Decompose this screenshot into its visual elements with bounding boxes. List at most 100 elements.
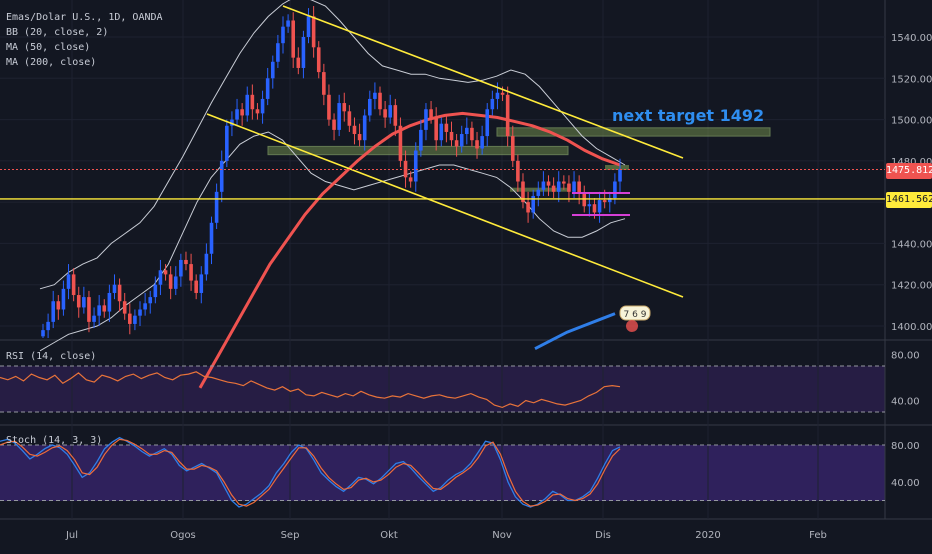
- ma50-line: [198, 111, 621, 389]
- candle-body: [592, 204, 597, 213]
- candle-body: [449, 131, 454, 141]
- candle-body: [102, 305, 107, 312]
- candle-body: [470, 127, 474, 141]
- candle-body: [311, 16, 316, 48]
- candle-body: [367, 98, 372, 116]
- candle-body: [459, 134, 464, 147]
- candle-body: [465, 127, 469, 135]
- rsi-line: [0, 371, 621, 409]
- candle-body: [306, 16, 311, 37]
- stoch-title[interactable]: Stoch (14, 3, 3): [6, 435, 103, 446]
- candle-body: [76, 295, 81, 308]
- candle-body: [61, 288, 66, 310]
- candle-body: [567, 183, 571, 192]
- candle-body: [383, 109, 387, 118]
- candle-body: [82, 297, 86, 308]
- candle-body: [316, 47, 321, 73]
- candle-body: [230, 119, 234, 126]
- stoch-band-fill: [0, 445, 885, 501]
- indicator-ma50[interactable]: MA (50, close): [6, 42, 91, 53]
- candle-body: [219, 160, 224, 192]
- candle-body: [327, 94, 331, 120]
- price-tick-label: 1400.000: [891, 322, 932, 333]
- candle-body: [87, 297, 91, 322]
- candle-body: [531, 195, 535, 213]
- candle-body: [209, 222, 214, 254]
- candle-body: [153, 284, 158, 298]
- candle-body: [373, 92, 377, 99]
- candle-body: [143, 303, 147, 310]
- candle-body: [194, 280, 198, 293]
- indicator-ma200[interactable]: MA (200, close): [6, 57, 97, 68]
- candle-body: [510, 136, 515, 161]
- candle-body: [419, 129, 423, 151]
- candle-body: [286, 20, 290, 27]
- candle-body: [357, 134, 362, 141]
- candle-body: [562, 181, 566, 184]
- price-tick-label: 1480.000: [891, 157, 932, 168]
- small-zone: [605, 164, 629, 170]
- candle-body: [454, 140, 459, 147]
- price-tick-label: 1500.000: [891, 116, 932, 127]
- candle-body: [424, 109, 428, 130]
- candle-body: [347, 111, 352, 126]
- rsi-band-fill: [0, 366, 885, 412]
- candle-body: [500, 92, 505, 95]
- next-target-annotation: next target 1492: [612, 106, 765, 125]
- candle-body: [551, 185, 556, 192]
- candle-body: [602, 200, 607, 203]
- price-tick-label: 1440.000: [891, 239, 932, 250]
- candle-body: [613, 181, 617, 199]
- candle-body: [163, 270, 168, 275]
- candle-body: [245, 94, 250, 116]
- candle-body: [225, 125, 229, 161]
- candle-body: [71, 274, 76, 296]
- indicator-bb[interactable]: BB (20, close, 2): [6, 27, 109, 38]
- event-badge: [619, 305, 651, 321]
- event-badge-dot: [626, 320, 638, 332]
- candle-body: [322, 72, 326, 95]
- time-tick-label: Nov: [492, 530, 512, 541]
- candle-body: [173, 276, 178, 289]
- candle-body: [618, 169, 622, 182]
- candle-body: [214, 191, 219, 223]
- candle-body: [516, 160, 520, 182]
- candle-body: [51, 301, 56, 322]
- candle-body: [439, 123, 444, 141]
- candle-body: [296, 57, 301, 68]
- stoch-tick-label: 40.00: [891, 478, 920, 489]
- ma200-line: [534, 312, 616, 351]
- candles-group: [41, 6, 622, 338]
- candle-body: [475, 140, 479, 149]
- candle-body: [495, 92, 500, 99]
- candle-body: [332, 119, 336, 130]
- candle-body: [398, 125, 403, 161]
- horizontal-line-price-tag: 1461.562: [886, 192, 932, 208]
- candle-body: [556, 181, 561, 192]
- time-tick-label: Feb: [809, 530, 827, 541]
- candle-body: [276, 43, 280, 62]
- small-zone: [510, 187, 568, 192]
- candle-body: [179, 259, 183, 277]
- bollinger-upper-line: [39, 0, 626, 290]
- candle-body: [122, 301, 127, 314]
- last-price-tag: 1475.812: [886, 163, 932, 179]
- candle-body: [541, 181, 546, 190]
- candle-body: [597, 200, 602, 213]
- candle-body: [388, 105, 393, 118]
- candle-body: [255, 109, 260, 114]
- candle-body: [490, 98, 495, 110]
- rsi-tick-label: 40.00: [891, 397, 920, 408]
- time-tick-label: Ogos: [170, 530, 196, 541]
- candle-body: [413, 150, 418, 182]
- resistance-zone: [496, 127, 771, 137]
- rsi-title[interactable]: RSI (14, close): [6, 351, 97, 362]
- time-tick-label: 2020: [695, 530, 720, 541]
- price-tick-label: 1520.000: [891, 74, 932, 85]
- rsi-tick-label: 80.00: [891, 351, 920, 362]
- candle-body: [281, 26, 285, 44]
- candle-body: [546, 181, 551, 186]
- candle-body: [41, 330, 45, 337]
- candle-body: [301, 37, 306, 68]
